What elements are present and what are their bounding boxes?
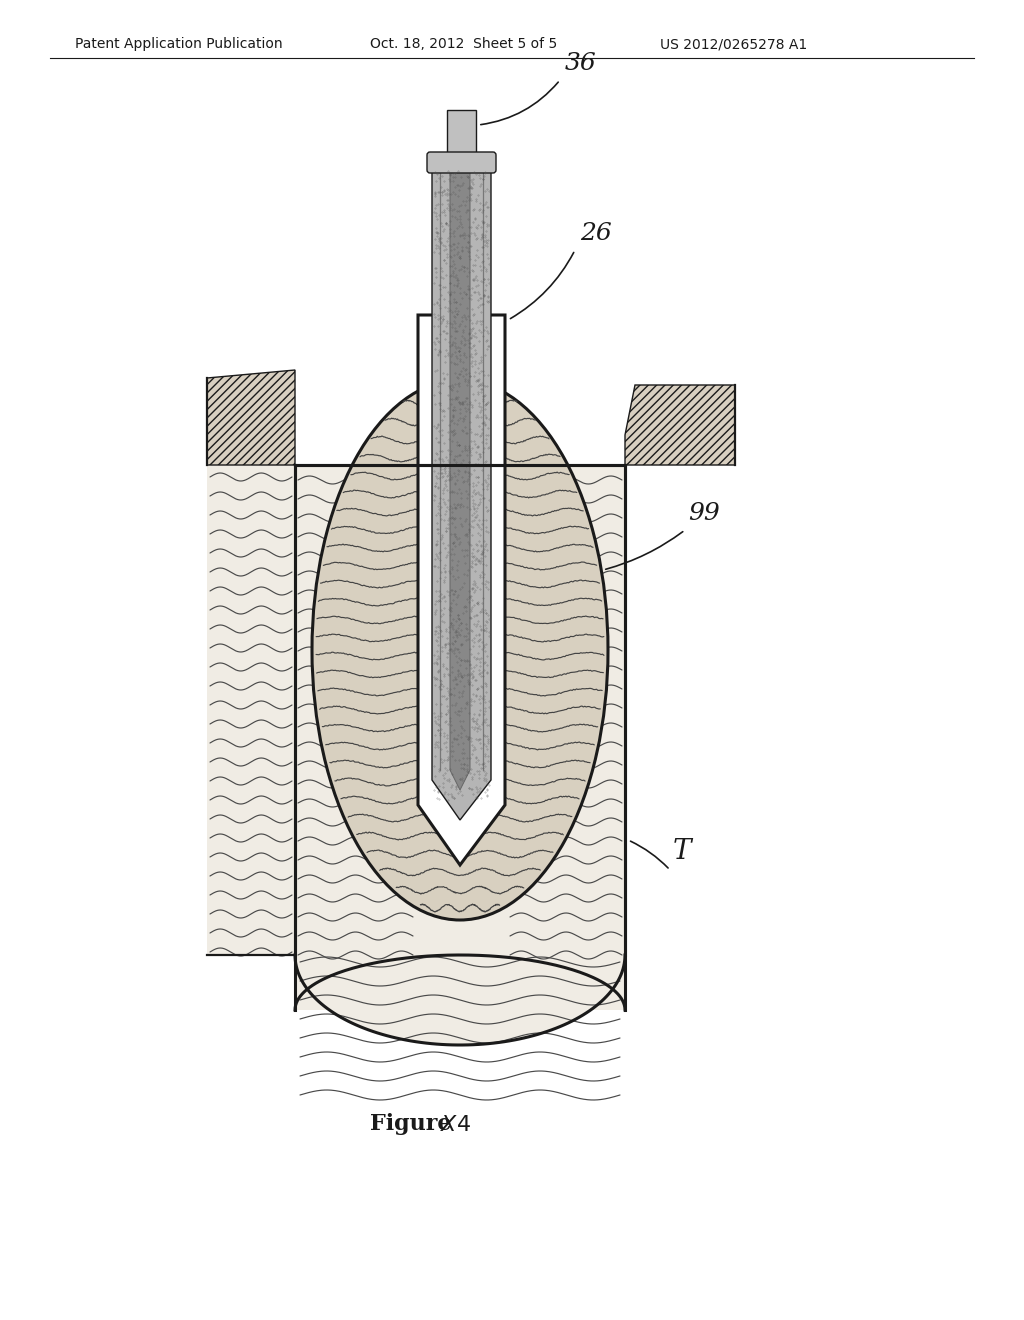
Polygon shape bbox=[207, 465, 295, 954]
Text: T: T bbox=[673, 838, 691, 865]
Polygon shape bbox=[295, 954, 625, 1045]
Text: Figure: Figure bbox=[370, 1113, 459, 1135]
Text: 26: 26 bbox=[580, 222, 611, 246]
Text: Patent Application Publication: Patent Application Publication bbox=[75, 37, 283, 51]
Bar bbox=[447, 110, 476, 165]
Text: 99: 99 bbox=[688, 502, 720, 525]
Text: 36: 36 bbox=[565, 51, 597, 75]
Polygon shape bbox=[207, 370, 295, 465]
Text: S: S bbox=[708, 388, 727, 414]
Polygon shape bbox=[418, 315, 505, 865]
FancyBboxPatch shape bbox=[427, 152, 496, 173]
Text: Oct. 18, 2012  Sheet 5 of 5: Oct. 18, 2012 Sheet 5 of 5 bbox=[370, 37, 557, 51]
Text: US 2012/0265278 A1: US 2012/0265278 A1 bbox=[660, 37, 807, 51]
Text: $\mathit{X4}$: $\mathit{X4}$ bbox=[440, 1115, 471, 1135]
Polygon shape bbox=[432, 165, 490, 820]
Polygon shape bbox=[450, 165, 470, 789]
Polygon shape bbox=[625, 385, 735, 465]
Polygon shape bbox=[295, 465, 625, 1010]
Ellipse shape bbox=[312, 380, 608, 920]
